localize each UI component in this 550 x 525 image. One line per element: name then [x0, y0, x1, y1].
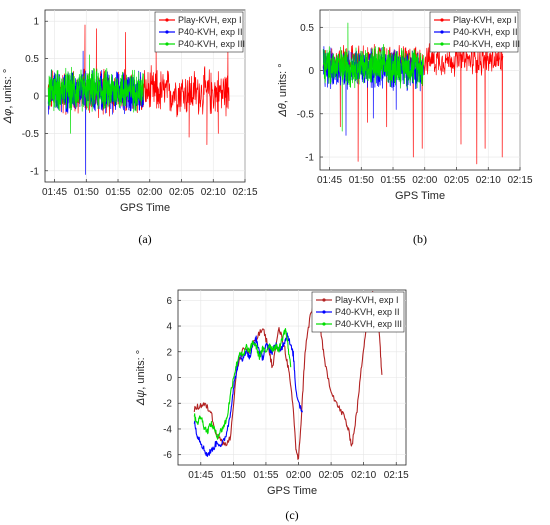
ticks-c: 01:45 01:50 01:55 02:00 02:05 02:10 02:15 -6 -4 -… [163, 296, 409, 481]
x-tick-label: 01:50 [349, 175, 374, 186]
x-tick-label: 02:10 [201, 187, 226, 198]
legend-marker [322, 310, 326, 314]
y-tick-label: 2 [166, 347, 172, 358]
y-tick-label: -0.5 [297, 109, 315, 120]
chart-panel-a: 01:45 01:50 01:55 02:00 02:05 02:10 02:15 -1 -0.… [2, 9, 258, 246]
x-tick-label: 02:15 [507, 175, 532, 186]
x-tick-label: 01:45 [317, 175, 342, 186]
series-group-c [193, 291, 383, 460]
y-tick-label: 4 [166, 322, 172, 333]
y-tick-label: -6 [163, 450, 172, 461]
series-line-1 [193, 291, 383, 460]
legend-marker [322, 322, 326, 326]
x-tick-label: 02:00 [137, 187, 162, 198]
legend-marker [165, 18, 169, 22]
legend-box [154, 11, 244, 53]
x-tick-label: 02:15 [232, 187, 257, 198]
y-axis-label-b: Δθ, units: ° [277, 63, 289, 117]
panel-label-b: (b) [413, 232, 427, 246]
legend-b: Play-KVH, exp I P40-KVH, exp II P40-KVH, e… [429, 11, 520, 53]
series-group-a [47, 24, 230, 175]
y-tick-label: 6 [166, 296, 172, 307]
ticks-a: 01:45 01:50 01:55 02:00 02:05 02:10 02:15 -1 -0.… [22, 17, 258, 198]
series-group-b [322, 22, 504, 165]
x-tick-label: 02:05 [169, 187, 194, 198]
y-tick-label: -1 [305, 153, 314, 164]
y-tick-label: -1 [30, 166, 39, 177]
x-axis-label-c: GPS Time [267, 485, 317, 497]
legend-entry: Play-KVH, exp I [453, 15, 517, 25]
legend-entry: P40-KVH, exp II [453, 27, 518, 37]
x-tick-label: 01:50 [221, 470, 246, 481]
legend-entry: P40-KVH, exp III [453, 39, 520, 49]
y-tick-label: 1 [33, 17, 39, 28]
x-axis-label-b: GPS Time [395, 190, 445, 202]
y-tick-label: 0 [166, 373, 172, 384]
x-tick-label: 01:55 [381, 175, 406, 186]
legend-entry: Play-KVH, exp I [178, 15, 242, 25]
x-tick-label: 01:45 [188, 470, 213, 481]
legend-a: Play-KVH, exp I P40-KVH, exp II P40-KVH, e… [154, 11, 245, 53]
x-tick-label: 02:10 [351, 470, 376, 481]
y-axis-label-a: Δφ, units: ° [2, 69, 14, 124]
panel-label-c: (c) [285, 508, 298, 522]
legend-entry: P40-KVH, exp II [178, 27, 243, 37]
x-tick-label: 02:00 [412, 175, 437, 186]
y-tick-label: 0 [308, 66, 314, 77]
y-axis-label-c: Δψ, units: ° [135, 350, 147, 406]
x-axis-label-a: GPS Time [120, 202, 170, 214]
y-tick-label: 0.5 [25, 54, 39, 65]
legend-c: Play-KVH, exp I P40-KVH, exp II P40-KVH, e… [311, 291, 405, 333]
series-line-3 [322, 22, 424, 132]
x-tick-label: 01:55 [253, 470, 278, 481]
x-tick-label: 01:50 [74, 187, 99, 198]
x-tick-label: 02:00 [286, 470, 311, 481]
series-line-3 [47, 54, 144, 134]
y-tick-label: 0 [33, 92, 39, 103]
y-tick-label: -0.5 [22, 129, 40, 140]
x-tick-label: 01:45 [42, 187, 67, 198]
chart-panel-c: 01:45 01:50 01:55 02:00 02:05 02:10 02:15 -6 -4 -… [135, 289, 409, 522]
legend-marker [440, 30, 444, 34]
legend-marker [322, 298, 326, 302]
legend-marker [440, 18, 444, 22]
legend-entry: P40-KVH, exp II [335, 307, 400, 317]
ticks-b: 01:45 01:50 01:55 02:00 02:05 02:10 02:15 -1 -0.… [297, 23, 533, 186]
series-line-3 [193, 328, 292, 440]
legend-entry: Play-KVH, exp I [335, 295, 399, 305]
legend-entry: P40-KVH, exp III [178, 39, 245, 49]
y-tick-label: 0.5 [300, 23, 314, 34]
panel-label-a: (a) [138, 232, 151, 246]
x-tick-label: 02:10 [476, 175, 501, 186]
x-tick-label: 02:15 [384, 470, 409, 481]
x-tick-label: 02:05 [319, 470, 344, 481]
y-tick-label: -2 [163, 399, 172, 410]
legend-marker [165, 42, 169, 46]
chart-panel-b: 01:45 01:50 01:55 02:00 02:05 02:10 02:15 -1 -0.… [277, 9, 533, 246]
legend-entry: P40-KVH, exp III [335, 319, 402, 329]
x-tick-label: 02:05 [444, 175, 469, 186]
x-tick-label: 01:55 [106, 187, 131, 198]
legend-marker [440, 42, 444, 46]
y-tick-label: -4 [163, 424, 172, 435]
legend-marker [165, 30, 169, 34]
